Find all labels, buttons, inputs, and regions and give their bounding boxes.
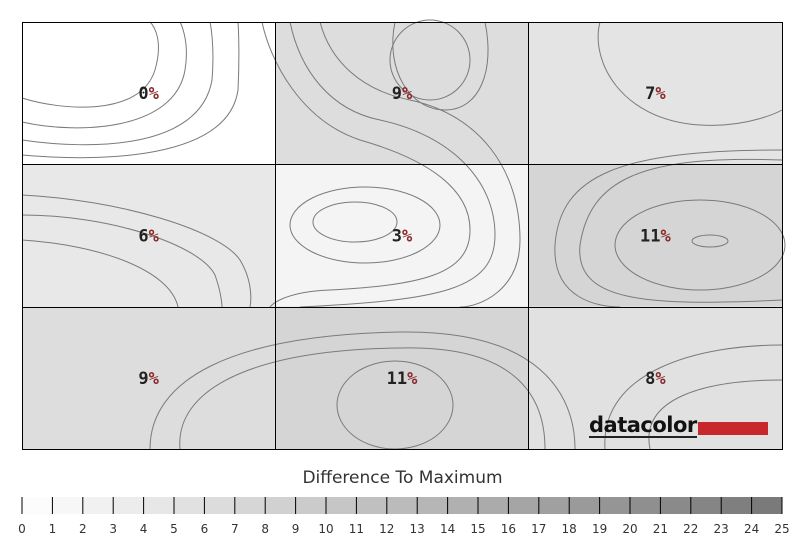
legend-tick-label: 11 [349, 522, 364, 536]
cell-value-label: 9% [138, 369, 159, 389]
grid-lines [22, 22, 783, 450]
heatmap-cell [275, 306, 529, 449]
datacolor-logo: datacolor [589, 413, 697, 438]
cell-value-label: 11% [387, 369, 418, 389]
legend-tick-label: 21 [653, 522, 668, 536]
legend-tick-label: 12 [379, 522, 394, 536]
legend-tick-label: 10 [318, 522, 333, 536]
legend-tick-label: 1 [49, 522, 57, 536]
legend-swatch [82, 497, 114, 514]
cell-value-label: 3% [392, 227, 413, 247]
cell-value-label: 8% [645, 369, 666, 389]
legend-tick-label: 25 [774, 522, 789, 536]
legend-swatch [660, 497, 691, 514]
legend-tick-label: 15 [470, 522, 485, 536]
cell-value-label: 6% [138, 227, 159, 247]
legend-swatch [478, 497, 509, 514]
legend-swatch [386, 497, 418, 514]
legend-tick-label: 8 [261, 522, 269, 536]
legend-tick-label: 20 [622, 522, 637, 536]
heatmap-cell [22, 306, 276, 449]
heatmap-cell [22, 22, 276, 165]
legend-tick-label: 13 [410, 522, 425, 536]
cell-value-label: 7% [645, 84, 666, 104]
legend-swatch [690, 497, 722, 514]
legend-swatch [174, 497, 205, 514]
legend-swatch [234, 497, 266, 514]
legend-tick-label: 4 [140, 522, 148, 536]
legend-tick-label: 17 [531, 522, 546, 536]
logo-red-bar [698, 422, 768, 435]
legend-swatch [569, 497, 600, 514]
legend-swatch [204, 497, 235, 514]
legend-swatch [630, 497, 661, 514]
legend-swatch [447, 497, 478, 514]
contour-lines [21, 19, 786, 450]
legend-swatch [417, 497, 448, 514]
heatmap-cell [528, 22, 782, 165]
legend-tick-label: 0 [18, 522, 26, 536]
legend-swatch [508, 497, 539, 514]
legend-tick-label: 16 [501, 522, 516, 536]
legend-title: Difference To Maximum [302, 468, 503, 488]
legend-tick-label: 24 [744, 522, 759, 536]
legend-swatch [265, 497, 296, 514]
heatmap-cell [22, 164, 276, 307]
legend-swatch [538, 497, 570, 514]
legend-tick-label: 9 [292, 522, 300, 536]
cell-value-label: 11% [640, 227, 671, 247]
legend-swatch [143, 497, 174, 514]
heatmap-cell [275, 22, 529, 165]
legend-tick-label: 3 [109, 522, 117, 536]
legend-swatch [52, 497, 83, 514]
legend-swatch [113, 497, 144, 514]
legend-swatch [295, 497, 326, 514]
legend-tick-label: 22 [683, 522, 698, 536]
legend-tick-label: 2 [79, 522, 87, 536]
legend-tick-label: 5 [170, 522, 178, 536]
cell-value-label: 0% [138, 84, 159, 104]
legend-tick-label: 19 [592, 522, 607, 536]
legend-tick-label: 23 [714, 522, 729, 536]
legend-swatch [721, 497, 752, 514]
legend-swatch [599, 497, 630, 514]
legend-tick-label: 6 [201, 522, 209, 536]
legend-tick-label: 14 [440, 522, 455, 536]
legend-swatch [751, 497, 782, 514]
legend-tick-label: 18 [562, 522, 577, 536]
legend-swatch [356, 497, 387, 514]
legend-tick-label: 7 [231, 522, 239, 536]
cell-value-label: 9% [392, 84, 413, 104]
legend-swatch [326, 497, 357, 514]
legend-swatch [22, 497, 53, 514]
